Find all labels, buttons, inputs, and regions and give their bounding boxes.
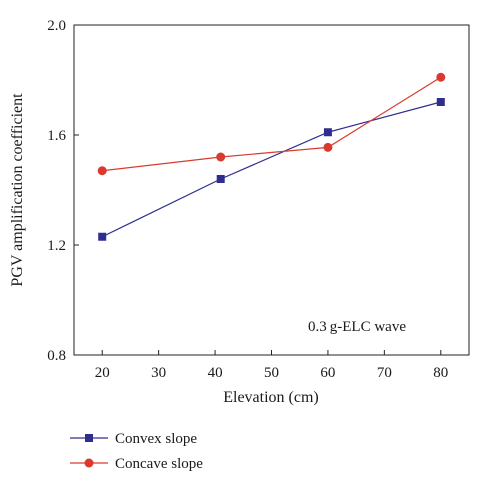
x-tick-label: 50	[264, 365, 279, 381]
x-tick-label: 20	[95, 365, 110, 381]
data-point-convex-slope	[216, 175, 225, 183]
y-tick-label: 2.0	[47, 18, 66, 34]
x-axis: 20 30 40 50 60 70 80	[95, 350, 448, 381]
x-tick-label: 70	[377, 365, 392, 381]
legend-swatch-marker	[85, 434, 93, 442]
x-tick-label: 40	[208, 365, 223, 381]
legend-swatch-marker	[84, 458, 94, 468]
data-point-concave-slope	[97, 166, 107, 176]
legend-label: Convex slope	[115, 431, 197, 447]
chart-annotation: 0.3 g-ELC wave	[308, 319, 406, 335]
y-axis: 0.8 1.2 1.6 2.0	[47, 18, 79, 364]
data-point-concave-slope	[323, 142, 333, 152]
legend-label: Concave slope	[115, 456, 203, 472]
plot-frame	[73, 24, 470, 356]
data-point-convex-slope	[98, 232, 107, 241]
x-tick-label: 30	[151, 365, 166, 381]
y-tick-label: 1.2	[47, 238, 66, 254]
series-convex-slope	[98, 98, 445, 241]
data-point-concave-slope	[216, 152, 226, 162]
series-line-concave-slope	[102, 76, 442, 172]
legend-item-concave-slope: Concave slope	[70, 456, 203, 472]
series-layer	[97, 72, 446, 241]
series-line-convex-slope	[101, 101, 441, 238]
x-axis-label: Elevation (cm)	[223, 389, 319, 406]
legend-item-convex-slope: Convex slope	[70, 431, 197, 447]
x-tick-label: 80	[433, 365, 448, 381]
data-point-concave-slope	[436, 72, 446, 82]
data-point-convex-slope	[323, 128, 332, 137]
y-axis-label: PGV amplification coefficient	[9, 93, 26, 287]
y-tick-label: 0.8	[47, 348, 66, 364]
legend: Convex slope Concave slope	[70, 431, 203, 472]
y-tick-label: 1.6	[47, 128, 66, 144]
x-tick-label: 60	[320, 365, 335, 381]
series-concave-slope	[97, 72, 446, 176]
data-point-convex-slope	[436, 98, 445, 106]
